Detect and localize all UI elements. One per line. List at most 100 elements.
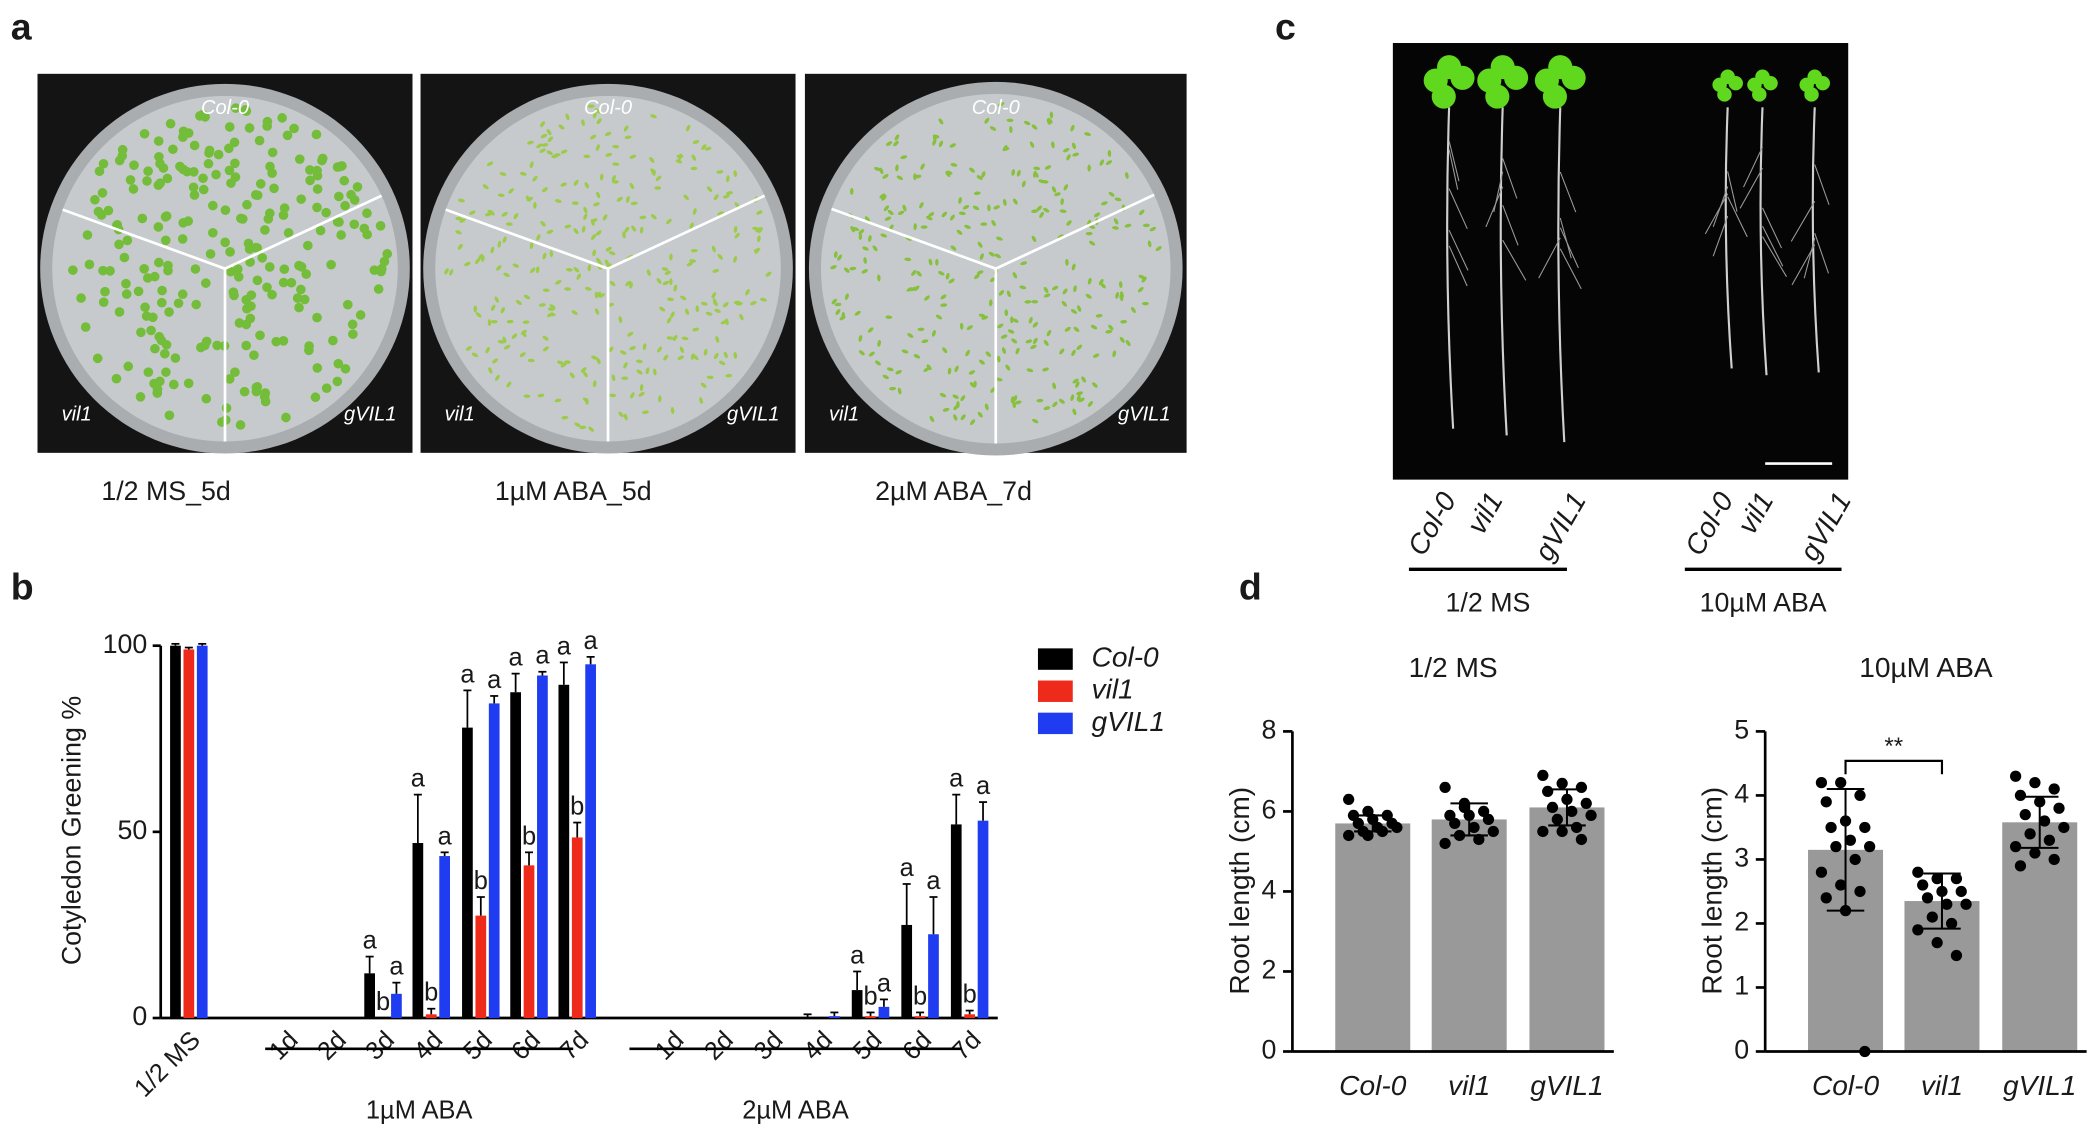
seedling bbox=[352, 182, 363, 192]
seedling bbox=[945, 171, 951, 178]
seedling bbox=[490, 319, 498, 324]
plate-caption: 1/2 MS_5d bbox=[101, 476, 230, 506]
leaf bbox=[1542, 84, 1567, 109]
y-tick-label: 0 bbox=[1261, 1035, 1276, 1065]
seedling bbox=[974, 273, 980, 280]
seedling bbox=[98, 265, 108, 276]
significance-letter: a bbox=[926, 867, 941, 895]
seedling bbox=[294, 154, 305, 165]
seedling bbox=[629, 154, 637, 159]
seedling bbox=[211, 169, 221, 180]
seedling bbox=[868, 351, 875, 357]
seedling bbox=[593, 202, 600, 207]
seedling bbox=[560, 182, 568, 187]
seedling bbox=[1029, 141, 1035, 148]
seedling bbox=[232, 264, 243, 274]
seedling bbox=[611, 175, 616, 182]
seedling bbox=[340, 363, 351, 374]
seedling bbox=[623, 125, 629, 132]
seedling bbox=[636, 369, 643, 375]
seedling bbox=[242, 303, 252, 314]
seedling bbox=[506, 319, 514, 324]
bar bbox=[475, 915, 487, 1019]
seedling bbox=[714, 308, 721, 313]
seedling bbox=[1071, 263, 1076, 271]
seedling bbox=[334, 217, 344, 227]
seedling bbox=[170, 353, 181, 363]
seedling bbox=[1032, 321, 1039, 328]
seedling bbox=[882, 374, 890, 380]
seedling bbox=[535, 266, 540, 274]
seedling bbox=[683, 194, 689, 201]
seedling bbox=[1119, 336, 1125, 343]
seedling bbox=[835, 309, 841, 315]
significance-letter: a bbox=[509, 644, 524, 672]
seedling bbox=[220, 237, 230, 248]
seedling bbox=[164, 307, 174, 317]
data-point bbox=[1921, 892, 1934, 904]
seedling bbox=[203, 158, 214, 169]
seedling bbox=[283, 228, 294, 238]
seedling bbox=[839, 315, 846, 321]
panel-letter: b bbox=[11, 565, 34, 607]
seedling bbox=[913, 173, 917, 181]
seedling bbox=[197, 109, 208, 120]
lateral-root bbox=[1743, 146, 1763, 188]
x-tick-label: 7d bbox=[947, 1026, 987, 1066]
seedling bbox=[538, 303, 546, 307]
seedling bbox=[864, 216, 871, 222]
data-point bbox=[1537, 769, 1549, 782]
seedling bbox=[618, 316, 623, 324]
seedling bbox=[725, 175, 730, 183]
data-point bbox=[1566, 805, 1578, 818]
seedling bbox=[919, 202, 924, 209]
root bbox=[1499, 107, 1508, 436]
data-point bbox=[1950, 873, 1963, 885]
seedling bbox=[1142, 223, 1150, 228]
genotype-label: vil1 bbox=[829, 404, 859, 426]
seedling bbox=[863, 257, 867, 264]
seedling bbox=[624, 135, 632, 140]
lateral-root bbox=[1727, 196, 1748, 238]
seedling bbox=[576, 273, 582, 280]
seedling bbox=[1043, 293, 1051, 298]
significance-letter: a bbox=[557, 632, 572, 660]
seedling bbox=[241, 340, 252, 351]
seedling bbox=[312, 184, 323, 194]
data-point bbox=[2029, 777, 2041, 789]
seedling bbox=[230, 367, 240, 377]
seedling bbox=[136, 327, 146, 338]
seedling bbox=[103, 205, 114, 216]
seedling bbox=[546, 150, 553, 155]
seedling bbox=[1120, 319, 1128, 324]
significance-letter: b bbox=[424, 979, 438, 1007]
legend-swatch bbox=[1037, 712, 1073, 735]
panel-letter: d bbox=[1239, 565, 1262, 607]
lateral-root bbox=[1538, 237, 1561, 279]
seedling bbox=[537, 393, 545, 398]
seedling bbox=[195, 342, 206, 353]
seedling bbox=[712, 268, 720, 273]
seedling bbox=[1031, 299, 1039, 304]
genotype-label: gVIL1 bbox=[1794, 487, 1858, 566]
seedling bbox=[527, 140, 534, 145]
seedling bbox=[584, 286, 592, 291]
seedling bbox=[213, 149, 224, 160]
seedling bbox=[1006, 118, 1014, 123]
seedling bbox=[326, 259, 336, 270]
seedling bbox=[590, 218, 598, 223]
seedling bbox=[664, 270, 672, 275]
seedling bbox=[500, 306, 505, 314]
bar bbox=[928, 934, 939, 1019]
seedling bbox=[560, 149, 568, 154]
seedling bbox=[923, 367, 930, 373]
seedling bbox=[252, 382, 263, 392]
seedling bbox=[494, 374, 500, 381]
seedling bbox=[947, 367, 952, 375]
lateral-root bbox=[1559, 171, 1577, 213]
seedling bbox=[506, 381, 512, 388]
seedling bbox=[1010, 316, 1014, 324]
seedling bbox=[469, 210, 476, 215]
seedling bbox=[153, 257, 164, 268]
